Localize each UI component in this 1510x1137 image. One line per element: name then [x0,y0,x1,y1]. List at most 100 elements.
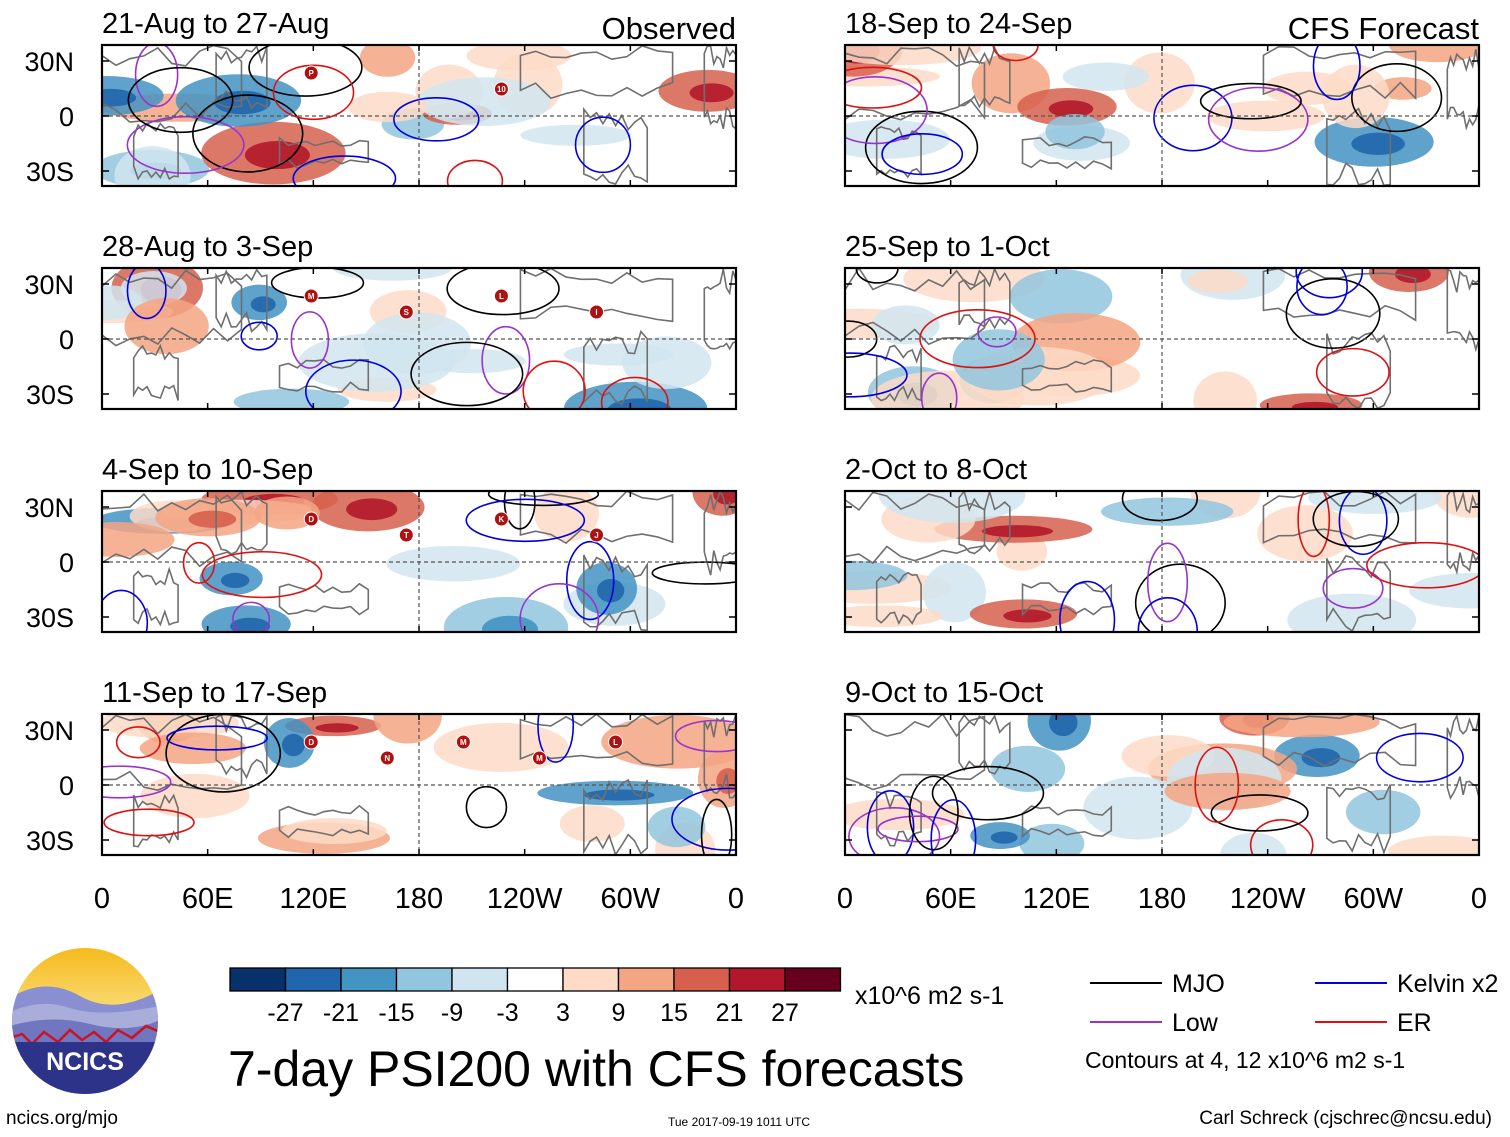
legend-entry: MJO [1090,970,1225,998]
storm-marker: D [303,511,319,527]
storm-marker: J [589,527,605,543]
x-tick-label: 120W [1230,883,1306,915]
colorbar-swatch [562,967,620,992]
colorbar-swatch [229,967,287,992]
x-tick-label: 120E [1022,883,1090,915]
y-tick-label: 0 [59,102,74,132]
colorbar-level-label: 15 [660,999,688,1027]
storm-marker: T [398,527,414,543]
svg-text:K: K [499,515,505,524]
svg-text:Low: Low [1172,1009,1219,1037]
storm-marker: L [493,288,509,304]
colorbar-level-label: -15 [378,999,414,1027]
colorbar-swatch [451,967,509,992]
column-header: CFS Forecast [1288,11,1480,46]
svg-text:P: P [309,69,315,78]
svg-text:M: M [536,754,543,763]
svg-text:I: I [595,308,597,317]
map-panel: M S L I 28-Aug to 3-Sep 30N 0 30S [24,231,738,411]
storm-marker: S [398,304,414,320]
colorbar-units: x10^6 m2 s-1 [855,982,1004,1010]
panel-period-label: 25-Sep to 1-Oct [845,231,1050,263]
panel-period-label: 4-Sep to 10-Sep [102,454,313,486]
x-tick-label: 180 [395,883,443,915]
panel-period-label: 11-Sep to 17-Sep [102,677,327,709]
svg-text:N: N [384,754,390,763]
svg-text:S: S [404,308,410,317]
svg-text:D: D [308,738,314,747]
colorbar-swatch [284,967,342,992]
colorbar-swatch [506,967,564,992]
column-header: Observed [602,11,736,46]
storm-marker: N [379,750,395,766]
contour-note: Contours at 4, 12 x10^6 m2 s-1 [1085,1047,1405,1073]
colorbar-level-label: 27 [771,999,799,1027]
x-tick-label: 180 [1138,883,1186,915]
storm-marker: L [608,734,624,750]
x-tick-label: 0 [728,883,744,915]
footer-credit: Carl Schreck (cjschrec@ncsu.edu) [1199,1108,1492,1129]
svg-text:ER: ER [1397,1009,1432,1037]
legend-entry: ER [1315,1009,1432,1037]
panel-period-label: 21-Aug to 27-Aug [102,8,329,40]
x-tick-label: 60E [925,883,977,915]
colorbar-swatch [784,967,842,992]
colorbar-swatch [340,967,398,992]
legend-entry: Kelvin x2 [1315,970,1498,998]
y-tick-label: 0 [59,771,74,801]
colorbar-swatch [617,967,675,992]
logo-text: NCICS [46,1048,124,1076]
y-tick-label: 0 [59,325,74,355]
x-tick-label: 0 [1471,883,1487,915]
y-tick-label: 30S [26,157,74,187]
svg-text:T: T [404,531,409,540]
x-tick-label: 60W [601,883,661,915]
y-tick-label: 30N [24,493,74,523]
y-tick-label: 0 [59,548,74,578]
colorbar-level-label: 9 [612,999,626,1027]
colorbar-level-label: -21 [323,999,359,1027]
colorbar-level-label: -27 [267,999,303,1027]
storm-marker: I [589,304,605,320]
svg-text:L: L [499,292,504,301]
y-tick-label: 30S [26,603,74,633]
colorbar-level-label: 3 [556,999,570,1027]
ncics-logo: NCICS [10,946,160,1096]
colorbar-swatch [395,967,453,992]
svg-text:Kelvin x2: Kelvin x2 [1397,970,1498,998]
y-tick-label: 30N [24,47,74,77]
panel-period-label: 18-Sep to 24-Sep [845,8,1072,40]
colorbar-level-label: -3 [496,999,518,1027]
map-panel: P 10 21-Aug to 27-Aug Observed 30N 0 30S [24,8,738,188]
svg-text:10: 10 [497,85,506,94]
map-panel: 25-Sep to 1-Oct [843,231,1481,411]
footer-url[interactable]: ncics.org/mjo [6,1108,118,1129]
colorbar-level-label: 21 [716,999,744,1027]
y-tick-label: 30S [26,380,74,410]
svg-text:L: L [613,738,618,747]
map-panel: 18-Sep to 24-Sep CFS Forecast [843,8,1481,188]
map-panel: 2-Oct to 8-Oct [843,454,1481,634]
svg-text:D: D [308,515,314,524]
storm-marker: 10 [493,81,509,97]
legend-entry: Low [1090,1009,1219,1037]
y-tick-label: 30N [24,716,74,746]
main-title: 7-day PSI200 with CFS forecasts [228,1041,965,1097]
y-tick-label: 30S [26,826,74,856]
map-panel: D T K J 4-Sep to 10-Sep 30N 0 30S [24,454,738,634]
footer-timestamp: Tue 2017-09-19 1011 UTC [668,1115,811,1129]
x-tick-label: 60E [182,883,234,915]
x-tick-label: 0 [837,883,853,915]
panel-period-label: 2-Oct to 8-Oct [845,454,1027,486]
x-tick-label: 0 [94,883,110,915]
x-tick-label: 120W [487,883,563,915]
svg-text:M: M [460,738,467,747]
storm-marker: P [303,65,319,81]
svg-text:J: J [594,531,598,540]
svg-text:M: M [308,292,315,301]
x-tick-label: 60W [1344,883,1404,915]
map-panel: D N M M L 11-Sep to 17-Sep 30N 0 30S [24,677,738,857]
storm-marker: M [531,750,547,766]
svg-text:MJO: MJO [1172,970,1225,998]
